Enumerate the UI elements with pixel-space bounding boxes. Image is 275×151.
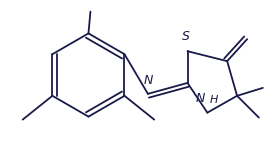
Text: N: N [143,74,153,87]
Text: H: H [209,95,218,105]
Text: S: S [182,30,189,43]
Text: N: N [196,92,205,105]
